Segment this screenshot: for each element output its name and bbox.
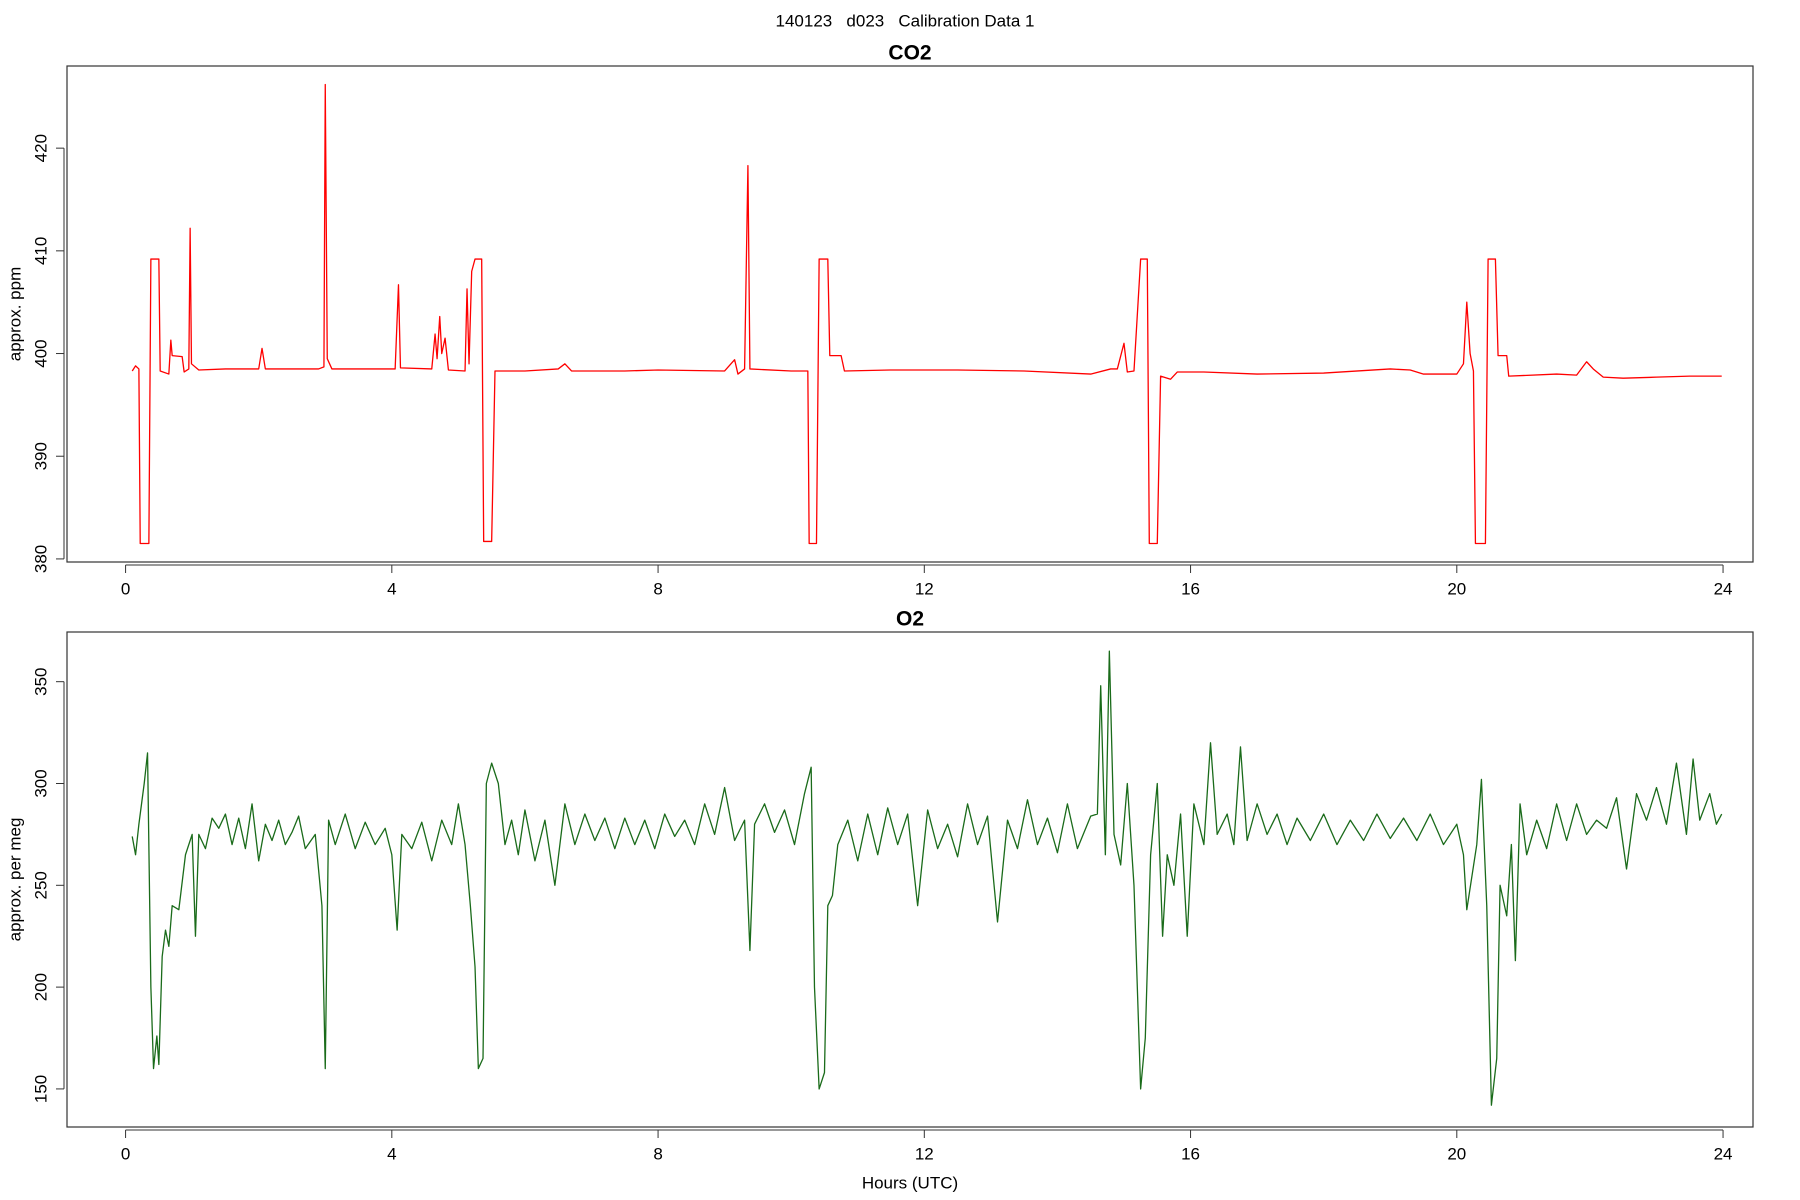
panel: CO2 approx. ppm 0 4 8 12 16 20 24 380 390 400 410 420 bbox=[5, 42, 1754, 598]
x-tick-label: 8 bbox=[653, 579, 662, 598]
x-tick-label: 16 bbox=[1181, 1144, 1200, 1163]
y-tick-label: 250 bbox=[31, 871, 50, 899]
x-tick-label: 12 bbox=[915, 579, 934, 598]
x-tick-label: 16 bbox=[1181, 579, 1200, 598]
y-tick-label: 420 bbox=[31, 134, 50, 162]
panel: O2 approx. per meg Hours (UTC) 0 4 8 12 16 20 24 1… bbox=[5, 608, 1754, 1192]
x-tick-label: 20 bbox=[1447, 1144, 1466, 1163]
y-axis-label: approx. ppm bbox=[5, 267, 24, 362]
x-tick-label: 8 bbox=[653, 1144, 662, 1163]
y-tick-label: 390 bbox=[31, 442, 50, 470]
x-tick-label: 24 bbox=[1714, 579, 1733, 598]
panel-title: O2 bbox=[896, 608, 924, 631]
x-tick-label: 0 bbox=[121, 1144, 130, 1163]
figure-title: 140123 d023 Calibration Data 1 bbox=[776, 11, 1035, 30]
y-axis-label: approx. per meg bbox=[5, 818, 24, 942]
x-tick-label: 20 bbox=[1447, 579, 1466, 598]
x-tick-label: 24 bbox=[1714, 1144, 1733, 1163]
y-tick-label: 200 bbox=[31, 973, 50, 1001]
panel-title: CO2 bbox=[888, 42, 931, 65]
data-line bbox=[131, 650, 1723, 1106]
plot-frame bbox=[66, 65, 1754, 563]
plot-frame bbox=[66, 631, 1754, 1128]
y-tick-label: 400 bbox=[31, 339, 50, 367]
y-tick-label: 380 bbox=[31, 545, 50, 573]
data-line bbox=[131, 83, 1722, 545]
x-axis-label: Hours (UTC) bbox=[862, 1173, 958, 1192]
x-tick-label: 12 bbox=[915, 1144, 934, 1163]
y-tick-label: 150 bbox=[31, 1075, 50, 1103]
y-tick-label: 410 bbox=[31, 237, 50, 265]
x-tick-label: 4 bbox=[387, 1144, 396, 1163]
x-tick-label: 0 bbox=[121, 579, 130, 598]
x-tick-label: 4 bbox=[387, 579, 396, 598]
y-tick-label: 350 bbox=[31, 667, 50, 695]
y-tick-label: 300 bbox=[31, 769, 50, 797]
